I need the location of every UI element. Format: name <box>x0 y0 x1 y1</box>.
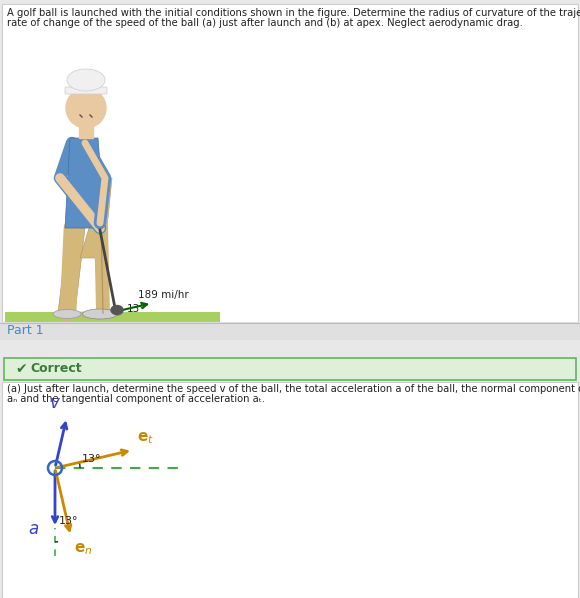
Text: (a) Just after launch, determine the speed v of the ball, the total acceleration: (a) Just after launch, determine the spe… <box>7 384 580 394</box>
Ellipse shape <box>55 312 115 318</box>
Text: Part 1: Part 1 <box>7 324 44 337</box>
Polygon shape <box>58 228 85 313</box>
Text: 13°: 13° <box>59 516 78 526</box>
Text: $a$: $a$ <box>28 520 39 538</box>
Text: aₙ and the tangential component of acceleration aₜ.: aₙ and the tangential component of accel… <box>7 394 265 404</box>
Polygon shape <box>80 218 108 258</box>
Text: Correct: Correct <box>30 362 82 376</box>
Text: 13°: 13° <box>127 304 146 314</box>
Polygon shape <box>92 178 112 218</box>
Bar <box>0 322 580 340</box>
Text: $\mathbf{e}_n$: $\mathbf{e}_n$ <box>74 541 92 557</box>
Bar <box>5 312 220 322</box>
Text: ✔: ✔ <box>15 362 27 376</box>
Circle shape <box>114 307 122 316</box>
Text: A golf ball is launched with the initial conditions shown in the figure. Determi: A golf ball is launched with the initial… <box>7 8 580 18</box>
Ellipse shape <box>67 69 105 91</box>
Bar <box>2 4 578 322</box>
Bar <box>0 340 580 358</box>
Text: rate of change of the speed of the ball (a) just after launch and (b) at apex. N: rate of change of the speed of the ball … <box>7 18 523 28</box>
Text: $\mathbf{e}_t$: $\mathbf{e}_t$ <box>137 431 154 446</box>
Text: $v$: $v$ <box>49 394 61 413</box>
Bar <box>4 358 576 380</box>
FancyBboxPatch shape <box>65 87 107 94</box>
Ellipse shape <box>82 309 118 319</box>
Text: 189 mi/hr: 189 mi/hr <box>138 290 188 300</box>
Polygon shape <box>65 138 105 228</box>
Circle shape <box>66 88 106 128</box>
Text: 13°: 13° <box>82 454 101 464</box>
Bar <box>2 382 578 598</box>
Ellipse shape <box>53 310 81 319</box>
Ellipse shape <box>111 306 123 315</box>
Bar <box>79 124 93 138</box>
